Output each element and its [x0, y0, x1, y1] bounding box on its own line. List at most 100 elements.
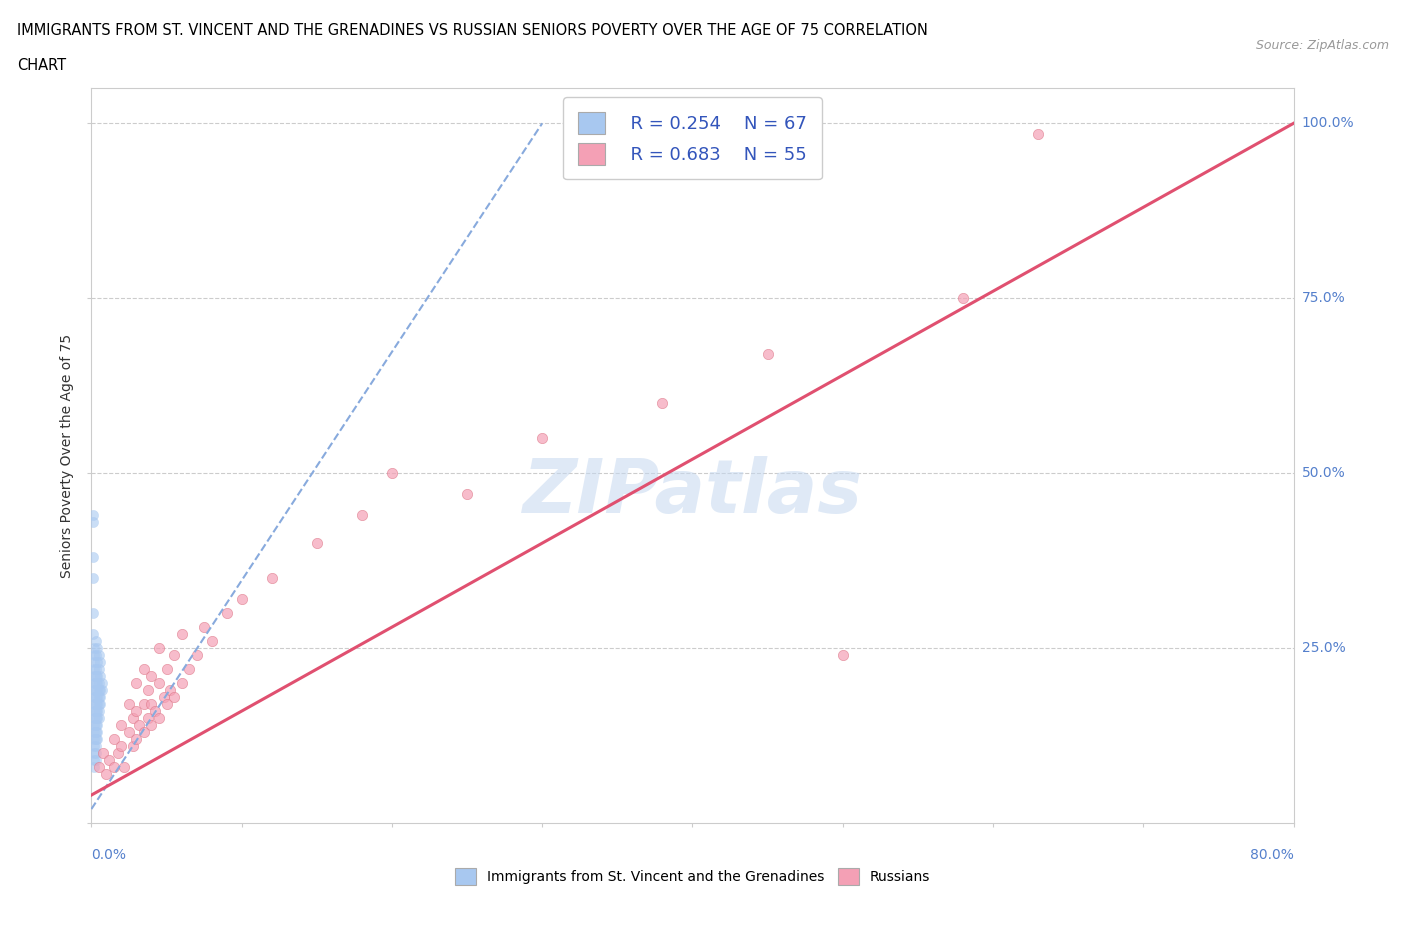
- Point: [86, 641, 108, 656]
- Point: [163, 690, 186, 705]
- Point: [87, 647, 110, 662]
- Point: [84, 732, 107, 747]
- Point: [231, 591, 253, 606]
- Point: [82, 514, 104, 529]
- Point: [83, 669, 105, 684]
- Point: [159, 683, 181, 698]
- Point: [83, 697, 105, 711]
- Point: [138, 711, 160, 725]
- Point: [118, 697, 141, 711]
- Point: [89, 655, 111, 670]
- Point: [87, 690, 110, 705]
- Text: CHART: CHART: [17, 58, 66, 73]
- Point: [305, 536, 328, 551]
- Point: [89, 669, 111, 684]
- Point: [83, 752, 105, 767]
- Point: [138, 683, 160, 698]
- Point: [107, 746, 129, 761]
- Point: [132, 697, 155, 711]
- Text: 0.0%: 0.0%: [91, 848, 127, 862]
- Point: [82, 627, 104, 642]
- Point: [82, 508, 104, 523]
- Point: [84, 711, 107, 725]
- Point: [152, 690, 174, 705]
- Point: [193, 619, 215, 634]
- Point: [84, 724, 107, 739]
- Point: [122, 738, 145, 753]
- Point: [87, 697, 110, 711]
- Point: [756, 347, 779, 362]
- Point: [170, 676, 193, 691]
- Point: [83, 690, 105, 705]
- Point: [122, 711, 145, 725]
- Point: [84, 683, 107, 698]
- Point: [83, 746, 105, 761]
- Point: [84, 746, 107, 761]
- Point: [83, 661, 105, 676]
- Point: [128, 718, 150, 733]
- Point: [87, 760, 110, 775]
- Point: [132, 661, 155, 676]
- Point: [132, 724, 155, 739]
- Text: IMMIGRANTS FROM ST. VINCENT AND THE GRENADINES VS RUSSIAN SENIORS POVERTY OVER T: IMMIGRANTS FROM ST. VINCENT AND THE GREN…: [17, 23, 928, 38]
- Point: [141, 669, 163, 684]
- Point: [83, 647, 105, 662]
- Point: [83, 732, 105, 747]
- Point: [110, 738, 132, 753]
- Point: [456, 486, 478, 501]
- Point: [86, 697, 108, 711]
- Point: [84, 690, 107, 705]
- Point: [177, 661, 200, 676]
- Point: [186, 647, 208, 662]
- Point: [82, 550, 104, 565]
- Point: [148, 641, 170, 656]
- Point: [82, 605, 104, 620]
- Point: [84, 752, 107, 767]
- Point: [143, 704, 166, 719]
- Point: [215, 605, 238, 620]
- Point: [87, 683, 110, 698]
- Point: [83, 641, 105, 656]
- Point: [125, 732, 148, 747]
- Point: [381, 466, 404, 481]
- Point: [84, 647, 107, 662]
- Point: [125, 676, 148, 691]
- Point: [96, 766, 118, 781]
- Text: 100.0%: 100.0%: [1302, 116, 1354, 130]
- Legend: Immigrants from St. Vincent and the Grenadines, Russians: Immigrants from St. Vincent and the Gren…: [446, 859, 939, 893]
- Text: ZIPatlas: ZIPatlas: [523, 456, 862, 529]
- Point: [952, 291, 974, 306]
- Point: [141, 718, 163, 733]
- Point: [98, 752, 121, 767]
- Point: [84, 697, 107, 711]
- Point: [84, 704, 107, 719]
- Point: [82, 571, 104, 586]
- Point: [89, 683, 111, 698]
- Point: [118, 724, 141, 739]
- Point: [83, 676, 105, 691]
- Point: [141, 697, 163, 711]
- Point: [90, 683, 112, 698]
- Point: [87, 711, 110, 725]
- Point: [148, 676, 170, 691]
- Point: [89, 690, 111, 705]
- Point: [84, 633, 107, 648]
- Point: [83, 655, 105, 670]
- Point: [201, 633, 224, 648]
- Point: [831, 647, 853, 662]
- Text: 25.0%: 25.0%: [1302, 641, 1346, 655]
- Point: [84, 676, 107, 691]
- Point: [84, 718, 107, 733]
- Point: [114, 760, 136, 775]
- Point: [83, 718, 105, 733]
- Point: [86, 724, 108, 739]
- Point: [651, 396, 673, 411]
- Point: [103, 732, 125, 747]
- Text: 75.0%: 75.0%: [1302, 291, 1346, 305]
- Point: [87, 704, 110, 719]
- Point: [83, 711, 105, 725]
- Point: [93, 746, 115, 761]
- Point: [86, 676, 108, 691]
- Point: [84, 669, 107, 684]
- Point: [84, 661, 107, 676]
